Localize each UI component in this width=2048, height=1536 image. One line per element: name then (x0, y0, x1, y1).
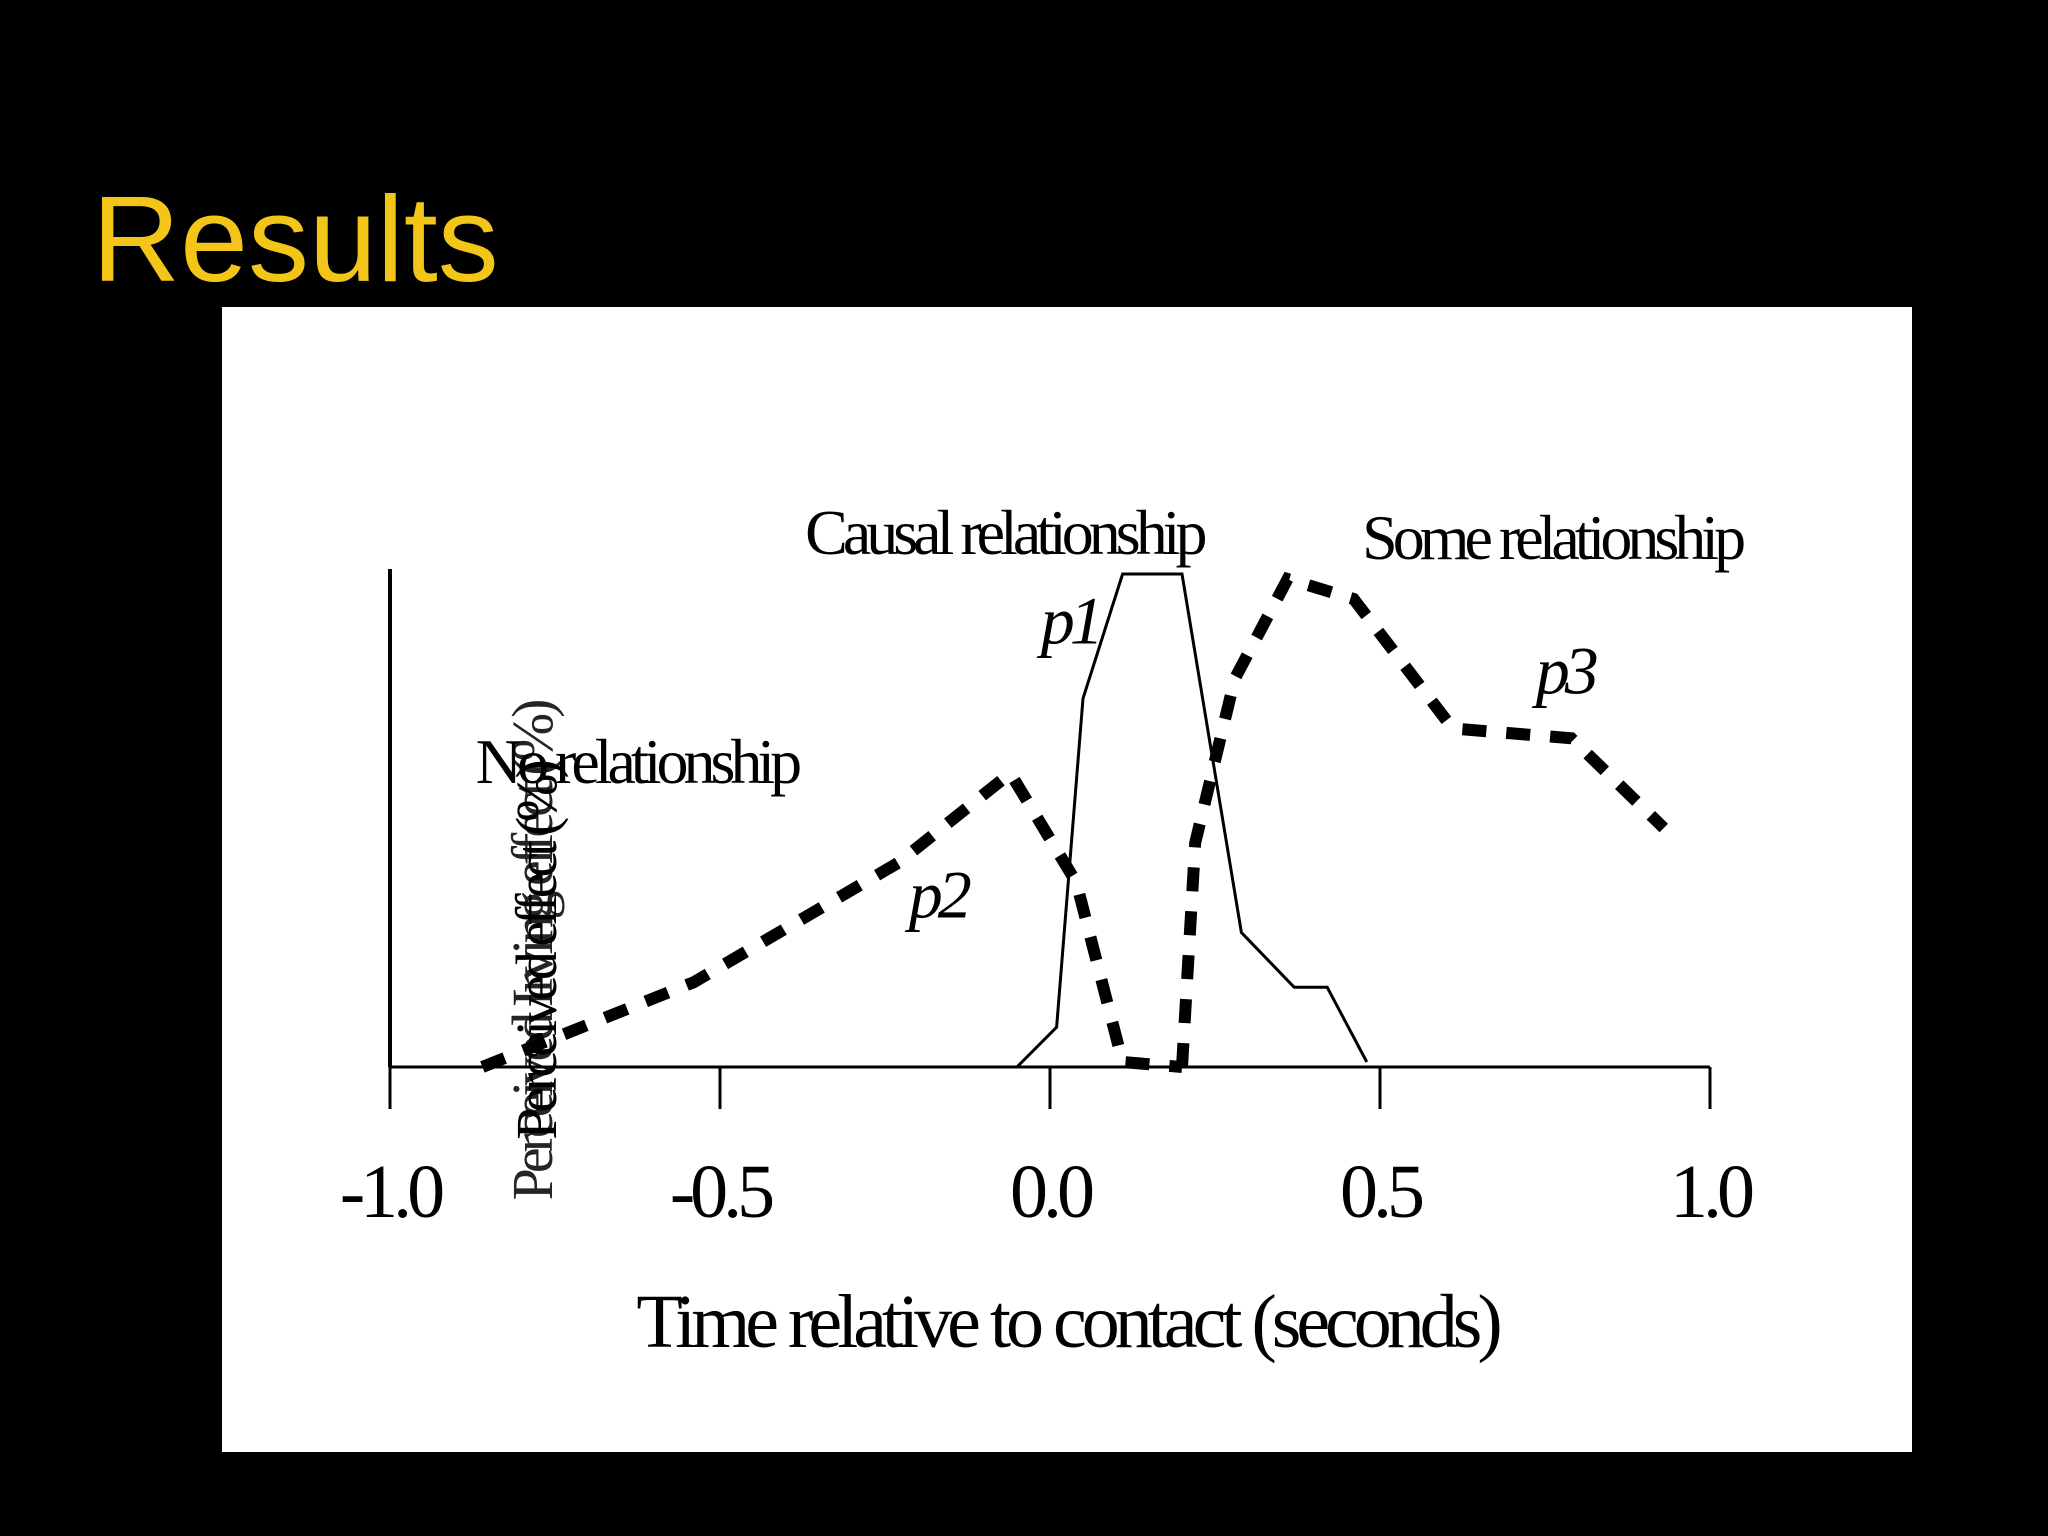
series-line-p1 (1015, 572, 1369, 1069)
series-line-p2 (480, 764, 1183, 1073)
chart: -1.0 -0.5 0.0 0.5 1.0 p1 p2 p3 Time relative t… (340, 497, 1758, 1364)
chart-labels: Time relative to contact (seconds) Perce… (476, 497, 1749, 1364)
x-tick-label: 0.0 (1010, 1150, 1093, 1234)
series-label-p1: p1 (1037, 583, 1099, 659)
y-axis-title: Perceived effect (%) (504, 762, 569, 1140)
chart-axes: -1.0 -0.5 0.0 0.5 1.0 (340, 569, 1758, 1234)
series-line-p3 (1176, 571, 1668, 1068)
y-axis-title-overlap: Perceived Irving effect (%) (500, 701, 565, 1200)
x-tick-label: -1.0 (340, 1150, 443, 1234)
region-label: Some relationship (1362, 502, 1744, 573)
region-label: No relationship (476, 726, 800, 797)
series-label-p3: p3 (1532, 633, 1597, 709)
region-label: Causal relationship (805, 497, 1205, 568)
chart-panel: -1.0 -0.5 0.0 0.5 1.0 p1 p2 p3 Time relative t… (222, 307, 1912, 1452)
x-axis-title: Time relative to contact (seconds) (636, 1280, 1499, 1364)
x-tick-label: 0.5 (1340, 1150, 1423, 1234)
slide-title: Results (92, 171, 499, 307)
x-tick-label: -0.5 (670, 1150, 773, 1234)
x-tick-label: 1.0 (1670, 1150, 1753, 1234)
chart-series: p1 p2 p3 (480, 571, 1668, 1073)
series-label-p2: p2 (905, 857, 971, 933)
